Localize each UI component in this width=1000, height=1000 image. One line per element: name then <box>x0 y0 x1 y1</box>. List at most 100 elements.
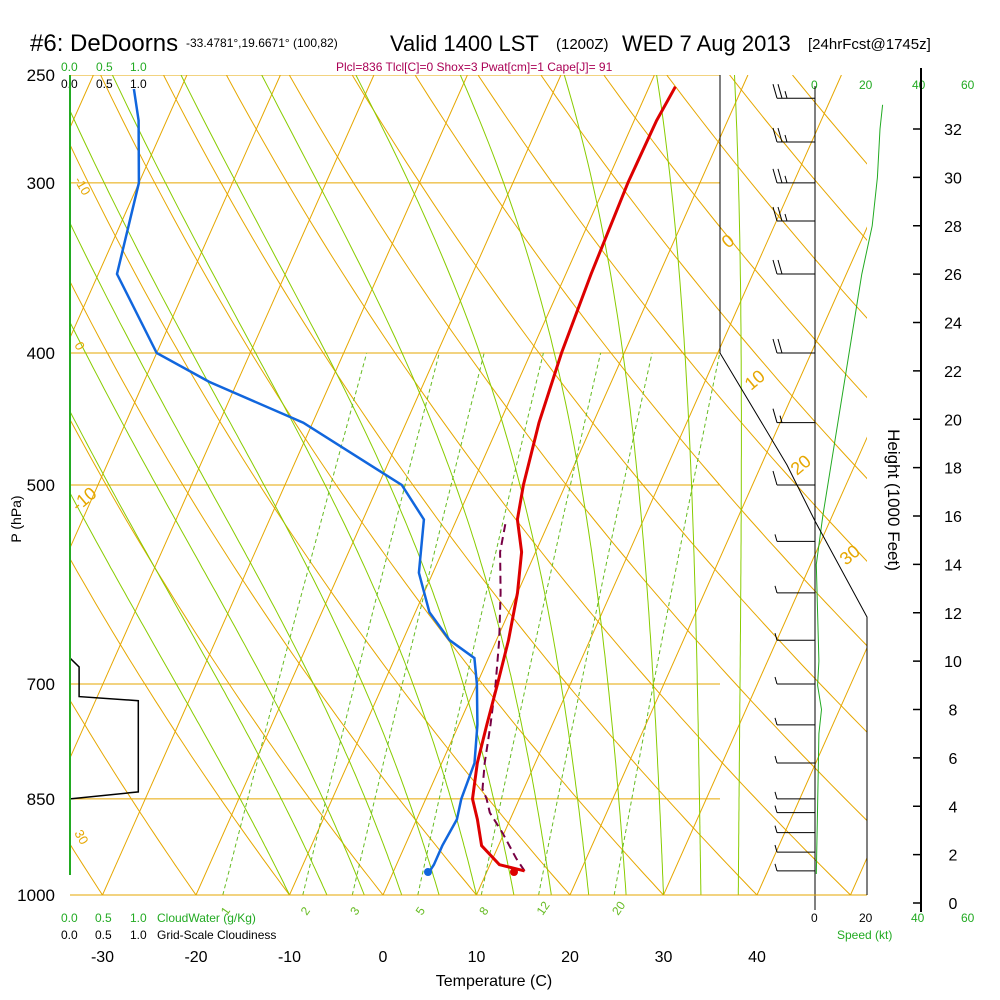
mixing-ratio-line <box>538 352 653 895</box>
temperature-tick-label: -10 <box>278 949 301 966</box>
dry-adiabat-line <box>729 75 867 241</box>
temperature-tick-label: 0 <box>379 949 388 966</box>
wind-barb-half-flag <box>784 213 788 222</box>
speed-tick: 20 <box>859 911 873 925</box>
moist-adiabat-line <box>111 75 477 895</box>
dry-adiabat-line <box>70 143 571 895</box>
dry-adiabat-line <box>225 75 851 895</box>
height-tick-label: 12 <box>944 606 962 623</box>
forecast-label: [24hrFcst@1745z] <box>808 36 931 53</box>
wind-barb <box>774 863 815 872</box>
height-tick-label: 24 <box>944 316 962 333</box>
cloudiness-legend: Grid-Scale Cloudiness <box>157 928 276 942</box>
mixing-ratio-label: 2 <box>298 904 313 918</box>
wind-barb <box>774 717 815 726</box>
surface-dewpoint-marker <box>424 868 432 876</box>
temperature-tick-label: 20 <box>561 949 579 966</box>
wind-barb <box>774 844 815 853</box>
isotherm-line <box>70 75 188 339</box>
wind-barb-half-flag <box>774 805 778 813</box>
height-tick-label: 14 <box>944 557 962 574</box>
wind-barb-flag <box>772 259 778 275</box>
mixing-ratio-label: 3 <box>347 904 362 918</box>
dry-adiabat-line <box>288 75 867 822</box>
speed-tick: 20 <box>859 78 873 92</box>
location-label: -33.4781°,19.6671° (100,82) <box>186 36 338 50</box>
dry-adiabat-line <box>0 75 9 895</box>
auxiliary-layer <box>772 84 884 910</box>
height-tick-label: 4 <box>949 799 958 816</box>
height-tick-label: 16 <box>944 509 962 526</box>
height-tick-label: 2 <box>949 848 958 865</box>
bottom-scale-black: 0.0 0.5 1.0 Grid-Scale Cloudiness <box>61 928 276 942</box>
wind-barb-flag <box>772 470 778 486</box>
indices-label: Plcl=836 Tlcl[C]=0 Shox=3 Pwat[cm]=1 Cap… <box>336 60 613 74</box>
mixing-ratio-line <box>222 352 368 895</box>
height-tick-label: 26 <box>944 267 962 284</box>
wind-barb-flag <box>772 408 778 423</box>
wind-barb-flag <box>772 127 778 143</box>
wind-barb-flag <box>777 84 783 99</box>
wind-barb <box>772 127 815 143</box>
temperature-trace <box>470 85 677 873</box>
right-boundary <box>719 75 868 895</box>
dry-adiabat-line <box>70 557 290 895</box>
temperature-tick-label: 10 <box>468 949 486 966</box>
isotherm-line <box>382 75 749 895</box>
wind-barb <box>774 534 815 542</box>
height-tick-label: 6 <box>949 751 958 768</box>
cloud-water-legend: CloudWater (g/Kg) <box>157 911 256 925</box>
utc-label: (1200Z) <box>556 36 609 53</box>
pressure-tick-label: 300 <box>27 174 55 193</box>
wind-barb <box>774 755 815 764</box>
wind-barb-flag <box>772 338 778 354</box>
scale-tick: 1.0 <box>130 928 147 942</box>
height-tick-label: 8 <box>949 703 958 720</box>
adiabat-label: 30 <box>71 827 91 847</box>
wind-barb-half-flag <box>774 863 778 871</box>
wind-barb <box>774 825 815 834</box>
dry-adiabat-line <box>540 75 867 480</box>
data-layer <box>70 85 677 876</box>
moist-adiabat-line <box>261 75 552 895</box>
isotherm-line <box>289 75 655 895</box>
wind-barb <box>772 259 815 275</box>
wind-barb <box>772 206 815 222</box>
speed-tick: 60 <box>961 78 975 92</box>
wind-barb <box>772 408 815 424</box>
wind-barb <box>774 633 815 641</box>
height-tick-label: 30 <box>944 170 962 187</box>
moist-adiabat-line <box>70 221 403 895</box>
moist-adiabat-line <box>70 109 440 895</box>
dry-adiabat-line <box>666 75 867 319</box>
speed-axis-label: Speed (kt) <box>837 928 892 942</box>
wind-barb-half-flag <box>784 91 788 99</box>
y-axis-label: P (hPa) <box>8 495 24 542</box>
mixing-ratio-label: 8 <box>476 904 491 918</box>
top-scale-black: 0.0 0.5 1.0 <box>61 77 147 91</box>
wind-barb <box>774 805 815 814</box>
wind-barb-half-flag <box>774 755 778 764</box>
wind-barb-half-flag <box>779 415 783 423</box>
scale-tick: 0.5 <box>95 911 112 925</box>
grid-layer <box>0 75 867 895</box>
moist-adiabat-line <box>563 75 664 895</box>
scale-tick: 1.0 <box>130 77 147 91</box>
wind-barb-half-flag <box>774 633 778 641</box>
isotherm-line <box>102 75 468 895</box>
moist-adiabat-line <box>70 321 365 895</box>
chart-title: #6: DeDoorns <box>30 30 178 57</box>
wind-barb-flag <box>777 206 783 222</box>
pressure-tick-label: 250 <box>27 66 55 85</box>
wind-barb <box>774 791 815 800</box>
height-tick-label: 20 <box>944 412 962 429</box>
bottom-scale-green: 0.0 0.5 1.0 CloudWater (g/Kg) <box>61 911 256 925</box>
wind-barb-half-flag <box>774 585 778 593</box>
scale-tick: 1.0 <box>130 911 147 925</box>
mixing-ratio-label: 20 <box>609 898 628 917</box>
scale-tick: 0.5 <box>96 60 113 74</box>
wind-barb-flag <box>777 168 783 183</box>
dry-adiabat-line <box>477 75 867 562</box>
wind-barb <box>774 585 815 594</box>
